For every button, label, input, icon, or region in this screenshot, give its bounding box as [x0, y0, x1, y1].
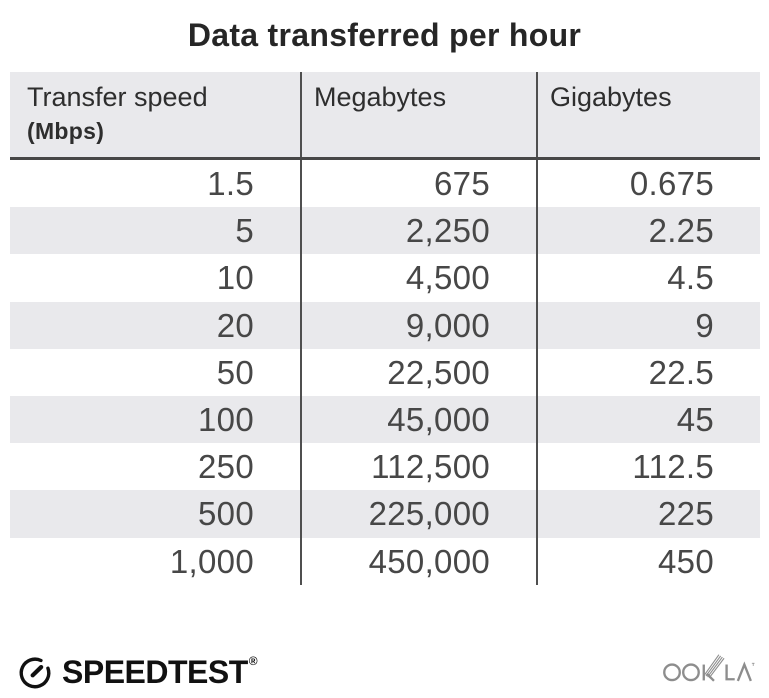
column-header-gigabytes: Gigabytes [538, 72, 760, 157]
cell-transfer-speed: 250 [10, 443, 302, 491]
cell-gigabytes: 112.5 [632, 448, 714, 486]
table-row: 50 22,500 22.5 [10, 348, 760, 396]
speedtest-wordmark: SPEEDTEST® [62, 653, 258, 691]
cell-gigabytes: 2.25 [648, 212, 714, 250]
cell-transfer-speed: 20 [10, 301, 302, 349]
table-row: 5 2,250 2.25 [10, 207, 760, 255]
ookla-logo [663, 649, 755, 688]
cell-transfer-speed: 50 [10, 348, 302, 396]
cell-transfer-speed: 1.5 [10, 160, 302, 208]
cell-megabytes: 675 [302, 160, 538, 208]
cell-megabytes: 45,000 [302, 395, 538, 444]
table-body: 1.5 675 0.675 5 2,250 2.25 10 4,500 4.5 … [10, 160, 760, 585]
column-header-label: Gigabytes [550, 82, 672, 112]
cell-gigabytes: 4.5 [667, 259, 714, 297]
cell-megabytes: 9,000 [302, 301, 538, 349]
column-header-transfer-speed: Transfer speed (Mbps) [10, 72, 302, 157]
data-table: Transfer speed (Mbps) Megabytes Gigabyte… [10, 72, 760, 585]
speedtest-gauge-icon [19, 657, 51, 689]
cell-transfer-speed: 10 [10, 254, 302, 302]
registered-trademark-symbol: ® [248, 653, 258, 668]
cell-transfer-speed: 1,000 [10, 537, 302, 585]
table-row: 500 225,000 225 [10, 490, 760, 538]
ookla-wordmark-icon [663, 654, 755, 682]
column-header-label: Megabytes [314, 82, 447, 112]
cell-gigabytes: 225 [658, 495, 714, 533]
cell-gigabytes: 22.5 [648, 353, 714, 391]
column-header-label: Transfer speed [27, 82, 208, 112]
speedtest-logo: SPEEDTEST® [16, 653, 258, 691]
cell-gigabytes: 9 [695, 306, 714, 344]
cell-megabytes: 2,250 [302, 207, 538, 255]
table-row: 100 45,000 45 [10, 395, 760, 444]
cell-gigabytes: 0.675 [629, 165, 714, 202]
cell-transfer-speed: 500 [10, 490, 302, 538]
table-header-row: Transfer speed (Mbps) Megabytes Gigabyte… [10, 72, 760, 160]
page-title: Data transferred per hour [187, 17, 582, 53]
cell-gigabytes: 450 [658, 542, 714, 580]
table-row: 1,000 450,000 450 [10, 537, 760, 585]
column-header-unit: (Mbps) [27, 117, 105, 144]
cell-megabytes: 225,000 [302, 490, 538, 538]
table-row: 20 9,000 9 [10, 301, 760, 349]
cell-megabytes: 450,000 [302, 537, 538, 585]
speedtest-wordmark-text: SPEEDTEST [62, 653, 248, 690]
cell-gigabytes: 45 [676, 400, 714, 438]
cell-transfer-speed: 100 [10, 395, 302, 444]
cell-megabytes: 22,500 [302, 348, 538, 396]
table-row: 1.5 675 0.675 [10, 160, 760, 208]
cell-transfer-speed: 5 [10, 207, 302, 255]
table-row: 10 4,500 4.5 [10, 254, 760, 302]
table-row: 250 112,500 112.5 [10, 443, 760, 491]
cell-megabytes: 112,500 [302, 443, 538, 491]
column-header-megabytes: Megabytes [302, 72, 538, 157]
cell-megabytes: 4,500 [302, 254, 538, 302]
